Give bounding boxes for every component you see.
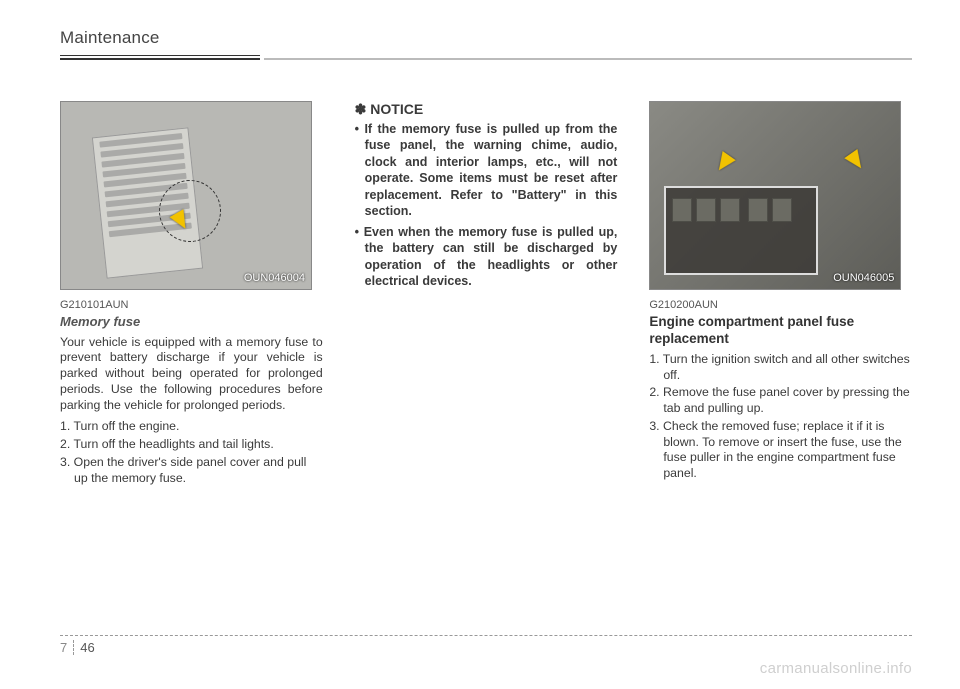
watermark-text: carmanualsonline.info [760, 660, 912, 677]
chapter-number: 7 [60, 640, 74, 655]
column-left: OUN046004 G210101AUN Memory fuse Your ve… [60, 101, 323, 488]
notice-heading: ✽ NOTICE [355, 101, 618, 119]
list-item: 2. Remove the fuse panel cover by pressi… [649, 385, 912, 416]
content-columns: OUN046004 G210101AUN Memory fuse Your ve… [60, 101, 912, 488]
column-right: OUN046005 G210200AUN Engine compartment … [649, 101, 912, 488]
topic-paragraph: Your vehicle is equipped with a memory f… [60, 335, 323, 414]
list-item: 3. Check the removed fuse; replace it if… [649, 419, 912, 482]
list-item: 1. Turn the ignition switch and all othe… [649, 352, 912, 383]
topic-subtitle: Engine compartment panel fuse replacemen… [649, 314, 912, 348]
list-item: 2. Turn off the headlights and tail ligh… [60, 437, 323, 453]
page-footer: 7 46 [60, 635, 912, 655]
manual-page: Maintenance OUN046004 G210101AUN Memory … [0, 0, 960, 689]
topic-code: G210101AUN [60, 298, 323, 312]
header-rule [60, 58, 912, 60]
section-header: Maintenance [60, 28, 912, 51]
page-number: 46 [80, 640, 94, 655]
topic-code: G210200AUN [649, 298, 912, 312]
list-item: 3. Open the driver's side panel cover an… [60, 455, 323, 486]
notice-bullet: • If the memory fuse is pulled up from t… [355, 121, 618, 220]
column-middle: ✽ NOTICE • If the memory fuse is pulled … [355, 101, 618, 488]
figure-engine-fuse: OUN046005 [649, 101, 901, 290]
notice-bullet: • Even when the memory fuse is pulled up… [355, 224, 618, 290]
figure-caption: OUN046004 [244, 271, 305, 285]
figure-memory-fuse: OUN046004 [60, 101, 312, 290]
list-item: 1. Turn off the engine. [60, 419, 323, 435]
fuse-box-inset [664, 186, 818, 275]
figure-caption: OUN046005 [833, 271, 894, 285]
topic-subtitle: Memory fuse [60, 314, 323, 331]
